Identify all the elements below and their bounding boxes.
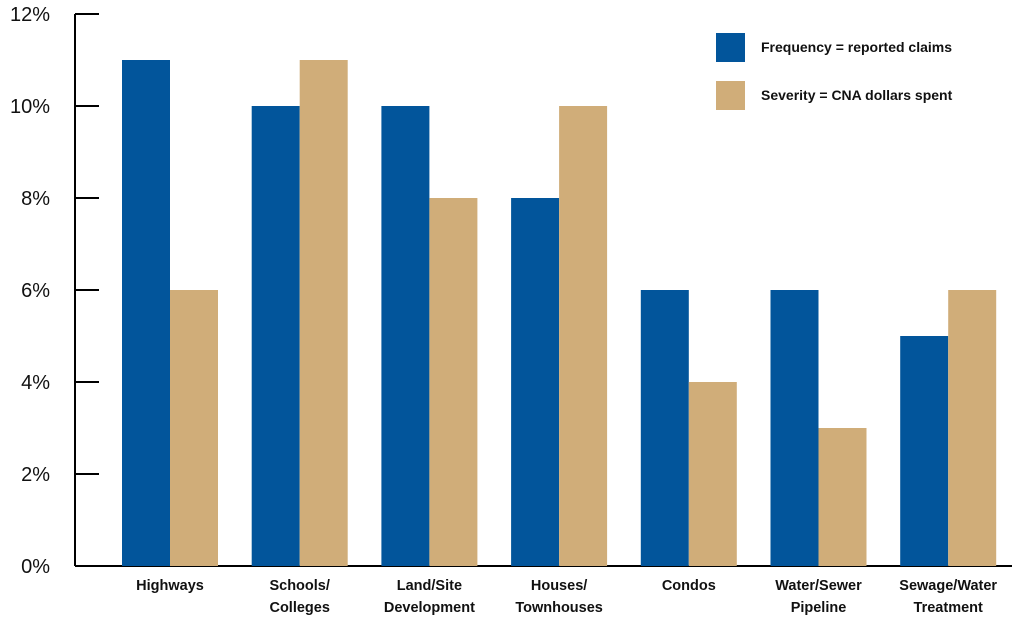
y-tick-label: 12% [10,4,50,26]
bars [122,60,997,566]
bar-series-2-category-3 [429,198,478,566]
y-tick-label: 4% [21,372,50,394]
y-tick-label: 10% [10,96,50,118]
bar-series-1-category-4 [511,198,560,566]
category-label-line: Pipeline [791,600,847,616]
category-label: Condos [662,578,716,594]
category-label: Schools/Colleges [269,578,329,616]
category-label-line: Treatment [914,600,983,616]
y-ticks: 0% 2% 4% 6% 8% 10% 12% [10,4,99,578]
category-label-line: Development [384,600,475,616]
category-label: Houses/Townhouses [515,578,603,616]
category-label: Sewage/Water Treatment [899,578,997,616]
y-tick-label: 8% [21,188,50,210]
bar-series-2-category-4 [559,106,608,566]
y-tick-label: 0% [21,556,50,578]
category-label-line: Sewage/Water [899,578,997,594]
category-label-line: Water/Sewer [775,578,862,594]
bar-series-2-category-1 [170,290,218,566]
category-label-line: Schools/ [269,578,329,594]
bar-series-1-category-6 [770,290,819,566]
bar-series-1-category-1 [122,60,170,566]
category-label: Water/Sewer Pipeline [775,578,862,616]
bar-series-1-category-2 [251,106,300,566]
category-label-line: Highways [136,578,204,594]
legend-label-1: Frequency = reported claims [761,39,952,55]
category-label: Land/Site Development [384,578,475,616]
category-labels: Highways Schools/Colleges Land/Site Develop… [136,578,997,616]
category-label-line: Land/Site [397,578,462,594]
y-tick-label: 2% [21,464,50,486]
bar-series-2-category-7 [948,290,997,566]
bar-series-1-category-5 [640,290,689,566]
legend-label-2: Severity = CNA dollars spent [761,87,953,103]
legend-swatch-2 [716,81,745,110]
bar-series-2-category-6 [818,428,867,566]
bar-series-1-category-3 [381,106,430,566]
bar-series-2-category-2 [299,60,348,566]
bar-series-1-category-7 [900,336,949,566]
category-label-line: Colleges [269,600,329,616]
category-label-line: Houses/ [531,578,587,594]
legend: Frequency = reported claims Severity = CN… [716,33,953,110]
legend-swatch-1 [716,33,745,62]
category-label-line: Townhouses [515,600,603,616]
y-tick-label: 6% [21,280,50,302]
category-label: Highways [136,578,204,594]
category-label-line: Condos [662,578,716,594]
bar-series-2-category-5 [688,382,737,566]
